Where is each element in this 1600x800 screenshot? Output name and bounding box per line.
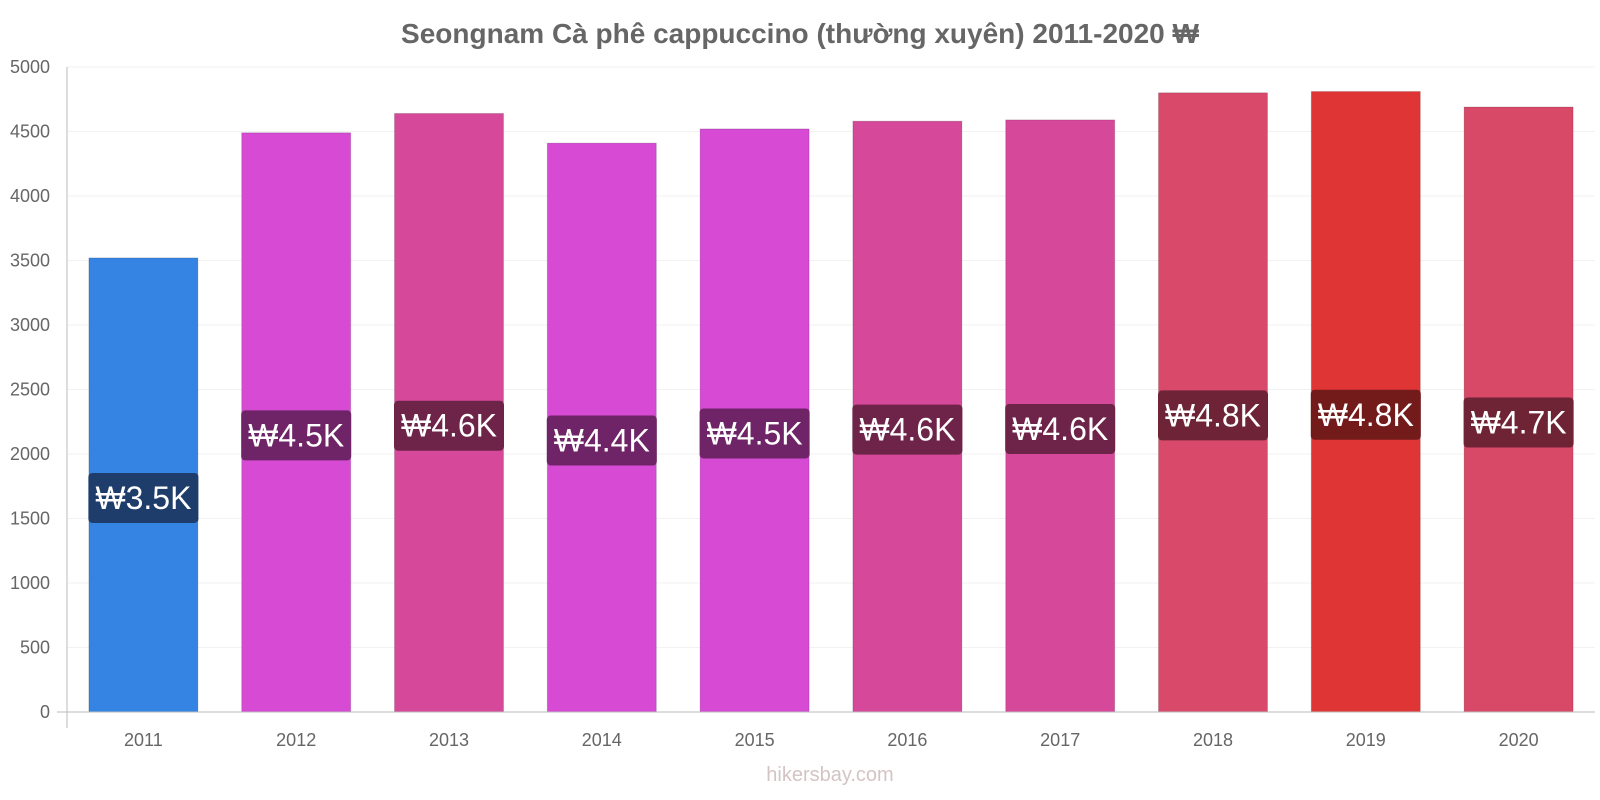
- data-label-badge: [1463, 397, 1574, 448]
- data-label-badge: [394, 400, 504, 451]
- data-label: ₩4.5K: [248, 417, 344, 453]
- y-tick-label: 4500: [10, 122, 50, 142]
- x-tick-label: 2019: [1346, 730, 1386, 750]
- x-tick-label: 2014: [582, 730, 622, 750]
- y-tick-label: 0: [40, 702, 50, 722]
- data-label-badge: [699, 408, 810, 459]
- x-tick-label: 2017: [1040, 730, 1080, 750]
- data-label: ₩4.8K: [1165, 397, 1261, 433]
- y-tick-label: 2000: [10, 444, 50, 464]
- data-label: ₩4.8K: [1318, 397, 1414, 433]
- data-label-badge: [852, 404, 963, 455]
- x-tick-label: 2011: [124, 730, 163, 750]
- data-label-badge: [241, 410, 352, 461]
- data-label: ₩3.5K: [95, 480, 191, 516]
- x-axis-ticks: 2011 2012 2013 2014 2015 2016 2017 2018 2019 2020: [124, 730, 1539, 750]
- data-label: ₩4.5K: [707, 415, 803, 451]
- data-labels: ₩3.5K ₩4.5K ₩4.6K ₩4.4K ₩4.5K ₩4.6K ₩4.6K ₩4.8K…: [88, 389, 1574, 523]
- y-tick-label: 1000: [10, 573, 50, 593]
- y-tick-label: 2500: [10, 380, 50, 400]
- data-label: ₩4.4K: [554, 423, 650, 459]
- data-label: ₩4.6K: [859, 412, 955, 448]
- y-tick-label: 3500: [10, 251, 50, 271]
- data-label-badge: [1310, 389, 1421, 440]
- x-tick-label: 2020: [1499, 730, 1539, 750]
- x-tick-label: 2016: [887, 730, 927, 750]
- data-label-badge: [88, 472, 199, 523]
- y-tick-label: 5000: [10, 57, 50, 77]
- y-tick-label: 1500: [10, 509, 50, 529]
- y-axis-ticks: 0 500 1000 1500 2000 2500 3000 3500 4000 4500 5000: [10, 57, 50, 722]
- x-tick-label: 2012: [276, 730, 316, 750]
- data-label-badge: [1158, 390, 1268, 441]
- x-tick-label: 2018: [1193, 730, 1233, 750]
- y-tick-label: 4000: [10, 186, 50, 206]
- chart-title: Seongnam Cà phê cappuccino (thường xuyên…: [401, 18, 1199, 49]
- data-label-badge: [1005, 403, 1116, 454]
- y-tick-label: 3000: [10, 315, 50, 335]
- data-label-badge: [546, 415, 657, 466]
- data-label: ₩4.6K: [401, 408, 497, 444]
- data-label: ₩4.6K: [1012, 411, 1108, 447]
- x-tick-label: 2015: [735, 730, 775, 750]
- watermark: hikersbay.com: [766, 764, 893, 786]
- x-tick-label: 2013: [429, 730, 469, 750]
- data-label: ₩4.7K: [1471, 404, 1567, 440]
- y-tick-label: 500: [20, 638, 50, 658]
